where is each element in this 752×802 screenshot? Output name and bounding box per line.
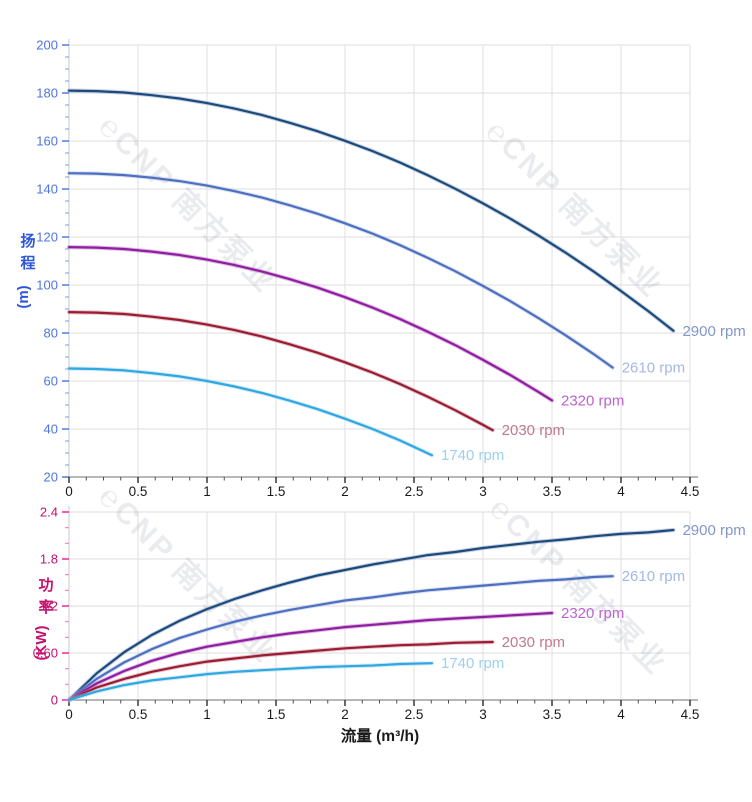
head-chart-x-tick-label: 4.5 <box>681 484 700 499</box>
head-chart-label-2030-rpm: 2030 rpm <box>502 422 565 439</box>
head-chart-y-tick-label: 140 <box>36 182 58 197</box>
curve <box>67 311 494 432</box>
power-chart-axes: 0 0.60 1.2 1.8 2.4 0 0.5 1 1.5 2 2.5 3 3.5 4 4.5 功率 (KW)… <box>33 505 700 746</box>
curve-layer: 2900 rpm 2610 rpm 2320 rpm 2030 rpm 1740 rpm… <box>66 88 746 703</box>
power-chart-y-tick-label: 2.4 <box>40 505 58 520</box>
curve <box>67 640 494 702</box>
curve <box>67 575 614 702</box>
power-chart-x-tick-label: 0.5 <box>129 707 148 722</box>
svg-text:程: 程 <box>20 255 35 272</box>
power-chart-x-tick-label: 1.5 <box>267 707 286 722</box>
power-chart-x-tick-label: 3.5 <box>543 707 562 722</box>
power-chart-series-2030-rpm: 2030 rpm <box>66 634 565 703</box>
head-chart-label-2900-rpm: 2900 rpm <box>682 323 745 340</box>
head-chart-y-axis-title: 扬程 (m) <box>15 232 36 309</box>
curve <box>67 172 614 369</box>
head-chart-y-tick-label: 200 <box>36 38 58 53</box>
curve-halo <box>66 661 434 703</box>
curve <box>67 246 554 402</box>
power-chart-x-tick-label: 0 <box>65 707 73 722</box>
head-chart-axes: 20 40 60 80 100 120 140 160 180 200 0 0.5 1 1.5 2 2.5 3 3… <box>15 38 699 500</box>
head-chart-x-tick-label: 0.5 <box>129 484 148 499</box>
head-chart-y-tick-label: 120 <box>36 230 58 245</box>
head-chart-label-1740-rpm: 1740 rpm <box>441 447 504 464</box>
head-chart-y-tick-label: 60 <box>44 374 58 389</box>
power-chart-grid <box>69 511 691 700</box>
power-chart-series-2900-rpm: 2900 rpm <box>66 522 746 703</box>
svg-text:(m): (m) <box>15 285 32 308</box>
svg-text:扬: 扬 <box>20 232 35 250</box>
power-chart-y-tick-label: 1.2 <box>40 599 58 614</box>
brand-watermark: ℮CNP 南方泵业 <box>479 114 670 305</box>
head-chart-y-tick-label: 20 <box>44 470 58 485</box>
svg-text:功: 功 <box>38 577 53 594</box>
head-chart-grid <box>69 44 691 477</box>
head-chart-x-tick-label: 3 <box>479 484 487 499</box>
head-chart-y-tick-label: 100 <box>36 278 58 293</box>
curve <box>67 89 675 332</box>
power-chart-x-tick-label: 2 <box>341 707 349 722</box>
head-chart-x-tick-label: 1.5 <box>267 484 286 499</box>
head-chart-x-tick-label: 2 <box>341 484 349 499</box>
power-chart-label-2030-rpm: 2030 rpm <box>502 634 565 651</box>
curve <box>67 528 675 702</box>
power-chart-series-1740-rpm: 1740 rpm <box>66 655 504 703</box>
head-chart-x-tick-label: 2.5 <box>405 484 424 499</box>
curve-halo <box>66 171 615 370</box>
curve <box>67 367 433 457</box>
power-chart-series-2610-rpm: 2610 rpm <box>66 568 685 703</box>
power-chart-x-tick-label: 2.5 <box>405 707 424 722</box>
head-chart-y-tick-label: 160 <box>36 134 58 149</box>
curve-halo <box>66 245 555 403</box>
power-chart-y-tick-label: 0 <box>51 693 58 708</box>
head-chart-label-2610-rpm: 2610 rpm <box>622 360 685 377</box>
power-chart-x-tick-label: 3 <box>479 707 487 722</box>
head-chart-label-2320-rpm: 2320 rpm <box>561 392 624 409</box>
head-chart-y-tick-label: 80 <box>44 326 58 341</box>
head-chart-series-2030-rpm: 2030 rpm <box>66 310 565 439</box>
head-chart-x-tick-label: 3.5 <box>543 484 562 499</box>
curve <box>67 611 554 702</box>
power-chart-y-tick-label: 1.8 <box>40 552 58 567</box>
power-chart-series-2320-rpm: 2320 rpm <box>66 605 624 703</box>
power-chart-y-tick-label: 0.60 <box>33 646 58 661</box>
head-chart-series-2610-rpm: 2610 rpm <box>66 171 685 377</box>
head-chart-x-tick-label: 1 <box>203 484 211 499</box>
head-chart-x-tick-label: 0 <box>65 484 73 499</box>
power-chart-label-2900-rpm: 2900 rpm <box>682 522 745 539</box>
head-chart-y-tick-label: 40 <box>44 422 58 437</box>
power-chart-x-tick-label: 4.5 <box>681 707 700 722</box>
head-chart-series-1740-rpm: 1740 rpm <box>66 366 504 464</box>
power-chart-label-2320-rpm: 2320 rpm <box>561 605 624 622</box>
head-chart-x-tick-label: 4 <box>617 484 625 499</box>
head-chart-series-2320-rpm: 2320 rpm <box>66 245 624 409</box>
head-chart-series-2900-rpm: 2900 rpm <box>66 88 746 340</box>
power-chart-label-2610-rpm: 2610 rpm <box>622 568 685 585</box>
power-chart-y-axis-title: 功率 (KW) <box>33 577 54 660</box>
power-chart-label-1740-rpm: 1740 rpm <box>441 655 504 672</box>
svg-text:率: 率 <box>38 598 53 616</box>
head-chart-y-tick-label: 180 <box>36 86 58 101</box>
power-chart-x-tick-label: 1 <box>203 707 211 722</box>
svg-text:(KW): (KW) <box>33 626 50 661</box>
curve <box>67 662 433 702</box>
x-axis-title: 流量 (m³/h) <box>341 726 419 745</box>
power-chart-x-tick-label: 4 <box>617 707 625 722</box>
brand-watermark: ℮CNP 南方泵业 <box>92 479 283 670</box>
